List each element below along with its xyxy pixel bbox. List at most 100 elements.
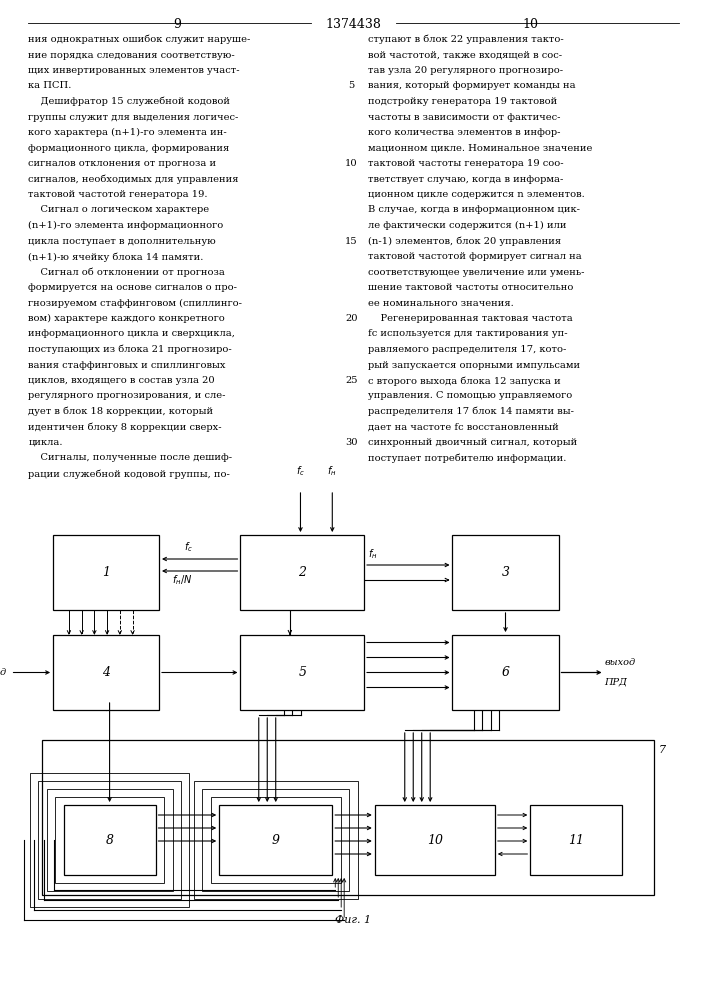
Bar [375,805,495,875]
Bar [64,805,156,875]
Text: ПРД: ПРД [604,678,627,687]
Bar [240,635,364,710]
Text: сигналов отклонения от прогноза и: сигналов отклонения от прогноза и [28,159,216,168]
Text: вой частотой, также входящей в сос-: вой частотой, также входящей в сос- [368,50,562,60]
Text: ния однократных ошибок служит наруше-: ния однократных ошибок служит наруше- [28,35,251,44]
Bar [452,635,559,710]
Text: ние порядка следования соответствую-: ние порядка следования соответствую- [28,50,235,60]
Bar [211,797,341,883]
Text: 10: 10 [427,834,443,846]
Text: синхронный двоичный сигнал, который: синхронный двоичный сигнал, который [368,438,577,447]
Bar [194,781,358,899]
Text: мационном цикле. Номинальное значение: мационном цикле. Номинальное значение [368,144,592,153]
Text: 4: 4 [102,666,110,679]
Text: вход: вход [0,668,7,677]
Text: вания, который формирует команды на: вания, который формирует команды на [368,82,575,91]
Text: (n+1)-го элемента информационного: (n+1)-го элемента информационного [28,221,223,230]
Text: Фиг. 1: Фиг. 1 [335,915,372,925]
Text: В случае, когда в информационном цик-: В случае, когда в информационном цик- [368,206,580,215]
Text: 8: 8 [105,834,114,846]
Text: 9: 9 [271,834,280,846]
Text: рый запускается опорными импульсами: рый запускается опорными импульсами [368,360,580,369]
Text: 1374438: 1374438 [325,18,382,31]
Bar [219,805,332,875]
Bar [53,635,159,710]
Text: формируется на основе сигналов о про-: формируется на основе сигналов о про- [28,283,238,292]
Text: поступает потребителю информации.: поступает потребителю информации. [368,454,566,463]
Text: вом) характере каждого конкретного: вом) характере каждого конкретного [28,314,225,323]
Text: тветствует случаю, когда в информа-: тветствует случаю, когда в информа- [368,175,563,184]
Text: 9: 9 [173,18,181,31]
Text: 5: 5 [349,82,354,91]
Text: ле фактически содержится (n+1) или: ле фактически содержится (n+1) или [368,221,566,230]
Bar [452,535,559,610]
Bar [530,805,622,875]
Text: (n-1) элементов, блок 20 управления: (n-1) элементов, блок 20 управления [368,236,561,246]
Bar [202,789,349,891]
Text: гнозируемом стаффинговом (спиллинго-: гнозируемом стаффинговом (спиллинго- [28,298,243,308]
Bar [240,535,364,610]
Text: ционном цикле содержится n элементов.: ционном цикле содержится n элементов. [368,190,585,199]
Text: 5: 5 [298,666,306,679]
Text: дует в блок 18 коррекции, который: дует в блок 18 коррекции, который [28,407,214,416]
Text: шение тактовой частоты относительно: шение тактовой частоты относительно [368,283,573,292]
Text: выход: выход [604,658,636,667]
Text: тав узла 20 регулярного прогнозиро-: тав узла 20 регулярного прогнозиро- [368,66,563,75]
Text: fс используется для тактирования уп-: fс используется для тактирования уп- [368,330,567,338]
Text: частоты в зависимости от фактичес-: частоты в зависимости от фактичес- [368,112,560,121]
Text: равляемого распределителя 17, кото-: равляемого распределителя 17, кото- [368,345,566,354]
Text: 25: 25 [345,376,358,385]
Text: (n+1)-ю ячейку блока 14 памяти.: (n+1)-ю ячейку блока 14 памяти. [28,252,204,261]
Text: с второго выхода блока 12 запуска и: с второго выхода блока 12 запуска и [368,376,561,385]
Text: $f_н/N$: $f_н/N$ [172,573,192,587]
Text: цикла поступает в дополнительную: цикла поступает в дополнительную [28,236,216,245]
Text: $f_c$: $f_c$ [296,464,305,478]
Text: формационного цикла, формирования: формационного цикла, формирования [28,144,230,153]
Text: ступают в блок 22 управления такто-: ступают в блок 22 управления такто- [368,35,563,44]
Text: щих инвертированных элементов участ-: щих инвертированных элементов участ- [28,66,240,75]
Text: 1: 1 [102,566,110,579]
Text: идентичен блоку 8 коррекции сверх-: идентичен блоку 8 коррекции сверх- [28,423,222,432]
Text: Регенерированная тактовая частота: Регенерированная тактовая частота [368,314,573,323]
Text: тактовой частоты генератора 19 соо-: тактовой частоты генератора 19 соо- [368,159,563,168]
Text: регулярного прогнозирования, и сле-: регулярного прогнозирования, и сле- [28,391,226,400]
Text: 3: 3 [501,566,510,579]
Text: Сигнал об отклонении от прогноза: Сигнал об отклонении от прогноза [28,268,225,277]
Bar [30,773,189,907]
Text: управления. С помощью управляемого: управления. С помощью управляемого [368,391,572,400]
Text: цикла.: цикла. [28,438,63,447]
Text: сигналов, необходимых для управления: сигналов, необходимых для управления [28,175,239,184]
Text: 11: 11 [568,834,584,846]
Text: Сигналы, полученные после дешиф-: Сигналы, полученные после дешиф- [28,454,233,462]
Text: информационного цикла и сверхцикла,: информационного цикла и сверхцикла, [28,330,235,338]
Bar [47,789,173,891]
Text: кого характера (n+1)-го элемента ин-: кого характера (n+1)-го элемента ин- [28,128,227,137]
Text: 6: 6 [501,666,510,679]
Text: 7: 7 [659,745,666,755]
Bar [53,535,159,610]
Text: $f_c$: $f_c$ [184,540,192,554]
Text: распределителя 17 блок 14 памяти вы-: распределителя 17 блок 14 памяти вы- [368,407,573,416]
Text: 10: 10 [345,159,358,168]
Bar [42,740,654,895]
Text: 10: 10 [522,18,538,31]
Bar [38,781,181,899]
Text: Сигнал о логическом характере: Сигнал о логическом характере [28,206,209,215]
Text: $f_н$: $f_н$ [327,464,337,478]
Text: тактовой частотой генератора 19.: тактовой частотой генератора 19. [28,190,208,199]
Text: дает на частоте fс восстановленный: дает на частоте fс восстановленный [368,423,559,432]
Text: вания стаффинговых и спиллинговых: вания стаффинговых и спиллинговых [28,360,226,369]
Text: циклов, входящего в состав узла 20: циклов, входящего в состав узла 20 [28,376,215,385]
Text: подстройку генератора 19 тактовой: подстройку генератора 19 тактовой [368,97,557,106]
Text: рации служебной кодовой группы, по-: рации служебной кодовой группы, по- [28,469,230,479]
Bar [55,797,164,883]
Text: группы служит для выделения логичес-: группы служит для выделения логичес- [28,112,239,121]
Text: 2: 2 [298,566,306,579]
Text: $f_н$: $f_н$ [368,547,378,561]
Text: 20: 20 [345,314,358,323]
Text: кого количества элементов в инфор-: кого количества элементов в инфор- [368,128,560,137]
Text: тактовой частотой формирует сигнал на: тактовой частотой формирует сигнал на [368,252,581,261]
Text: поступающих из блока 21 прогнозиро-: поступающих из блока 21 прогнозиро- [28,345,232,355]
Text: 30: 30 [345,438,358,447]
Text: 15: 15 [345,236,358,245]
